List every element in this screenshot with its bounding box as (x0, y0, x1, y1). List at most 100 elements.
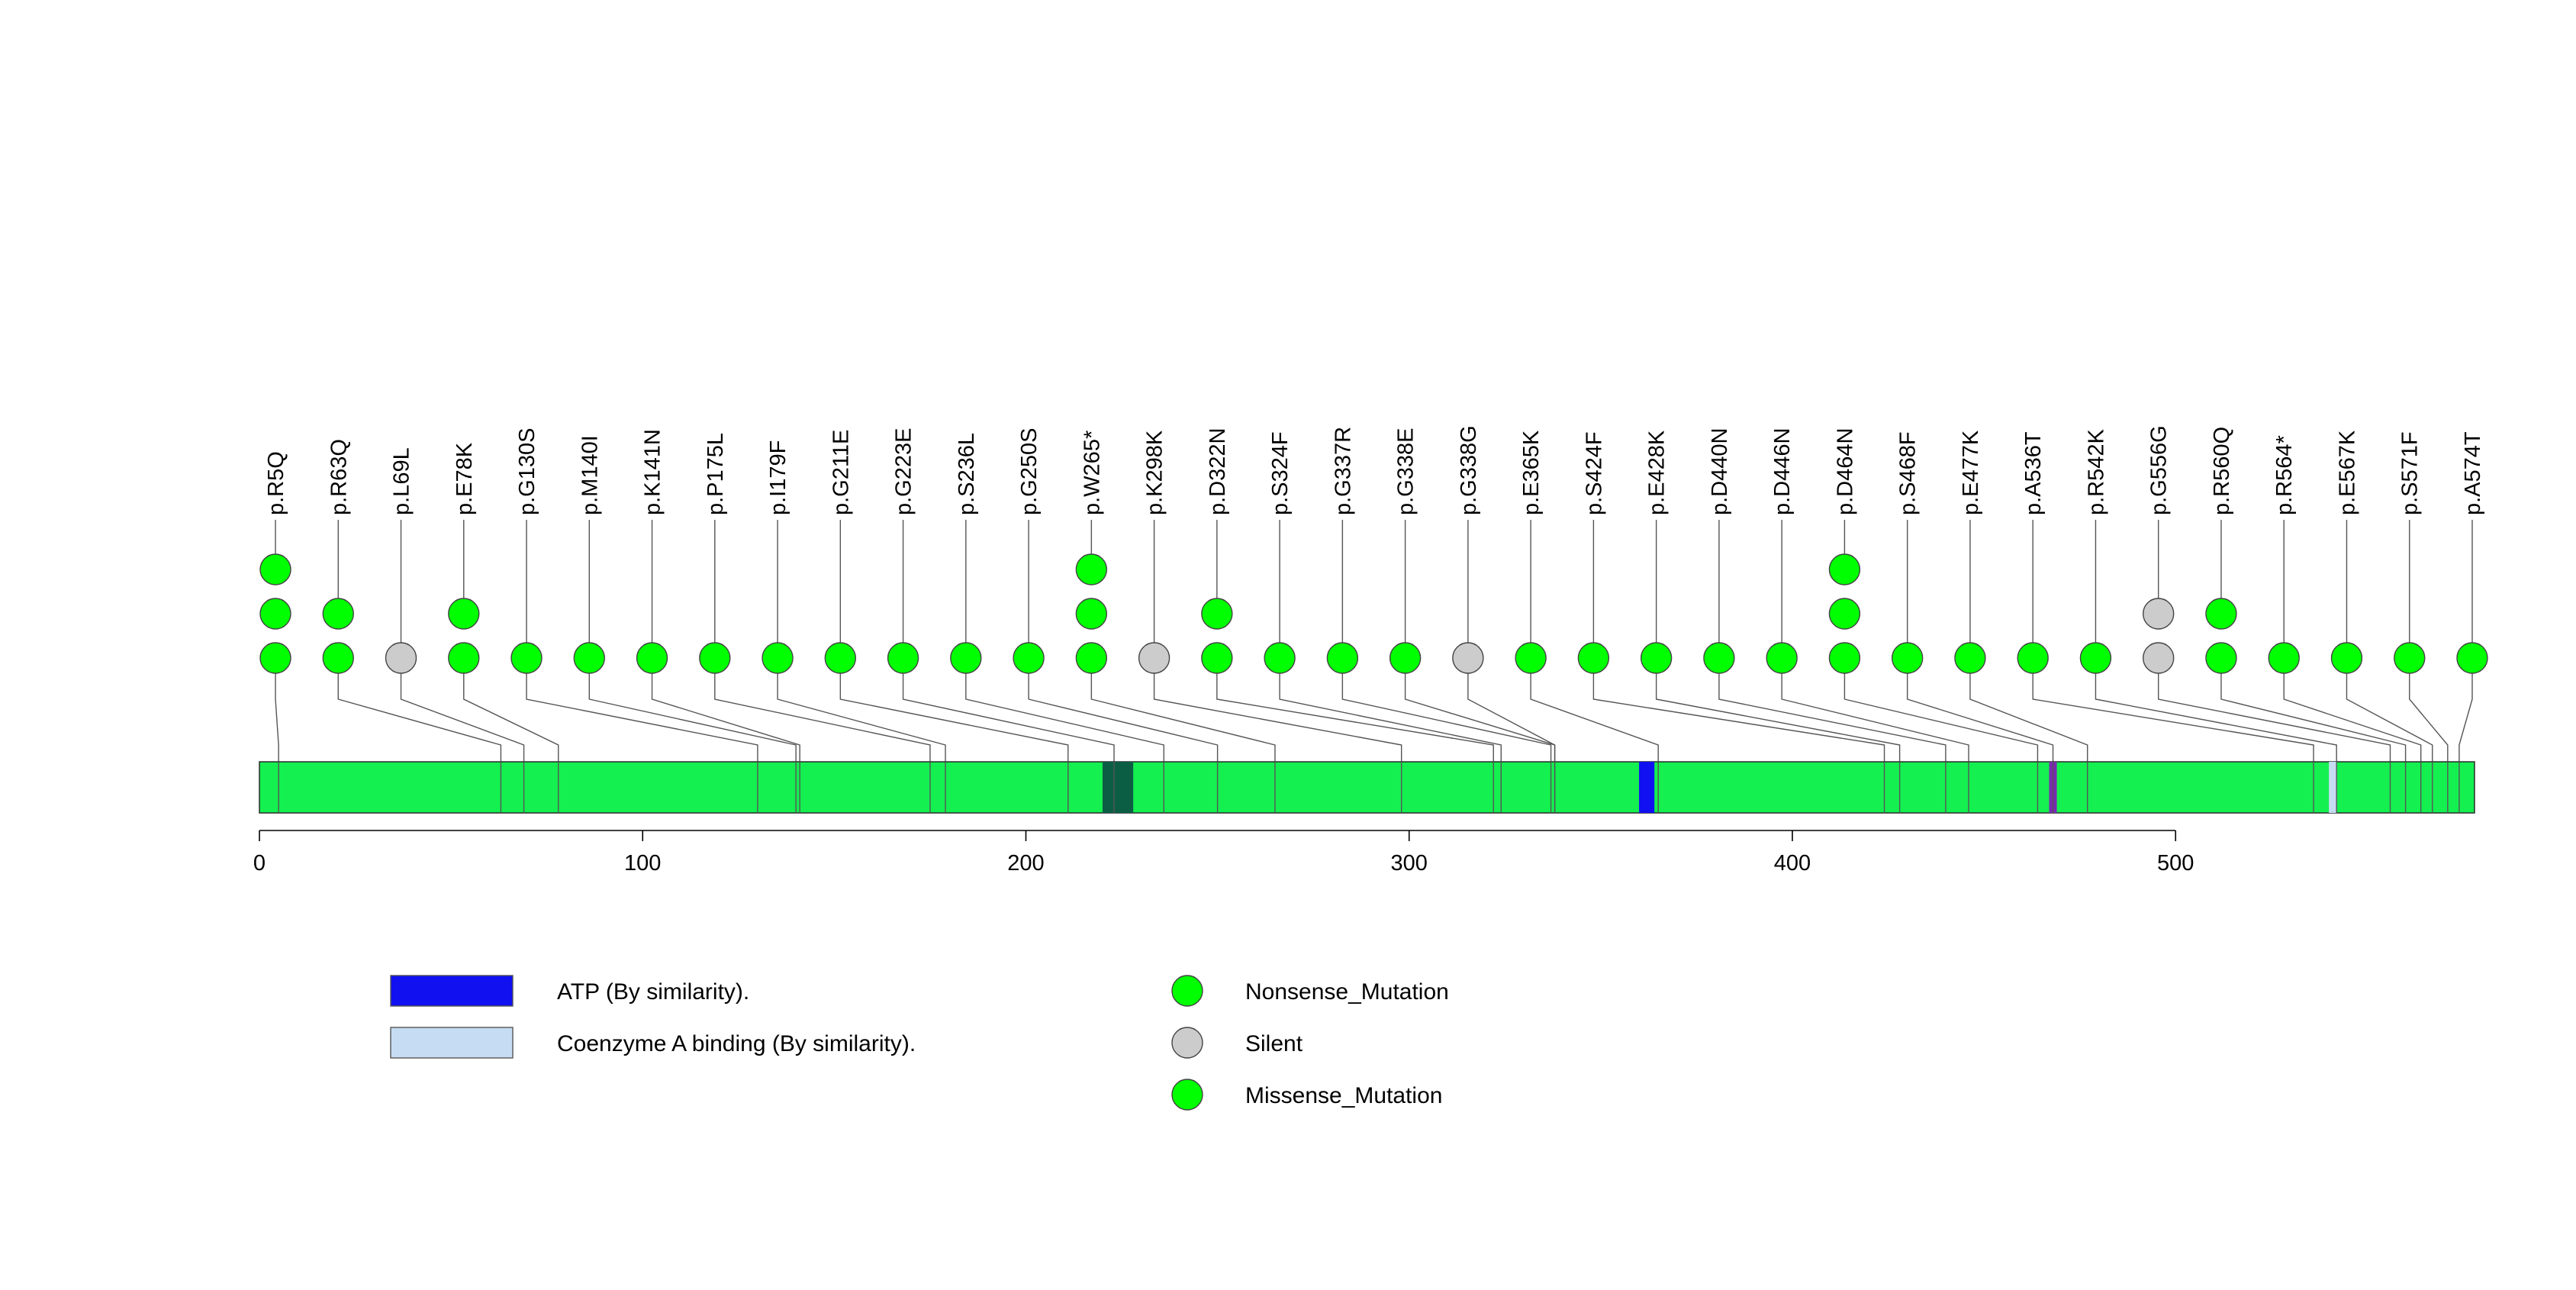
mutation-label: p.G338E (1394, 428, 1418, 515)
mutation-label: p.E365K (1519, 430, 1544, 515)
mutation-circle (824, 642, 857, 674)
mutation-circle (1075, 553, 1108, 585)
connector-line (1090, 670, 1276, 762)
mutation-circle (1515, 642, 1547, 674)
mutation-circle (1828, 642, 1861, 674)
mutation-label: p.E428K (1645, 430, 1670, 515)
mutation-circle (1264, 642, 1296, 674)
mutation-label: p.D440N (1708, 428, 1732, 515)
mutation-circle (1201, 598, 1233, 630)
mutation-circle (1013, 642, 1045, 674)
mutation-label: p.G211E (829, 430, 853, 515)
mutation-label: p.G130S (515, 428, 539, 515)
mutation-label: p.S236L (955, 433, 979, 515)
legend-label: Nonsense_Mutation (1245, 979, 1449, 1005)
mutation-label: p.E567K (2335, 430, 2359, 515)
mutation-label: p.S571F (2398, 431, 2423, 515)
legend-label: Silent (1245, 1031, 1303, 1056)
mutation-circle (2205, 598, 2237, 630)
mutation-circle (1766, 642, 1798, 674)
mutation-circle (1389, 642, 1422, 674)
region-domain_dark (1102, 762, 1134, 813)
connector-line (651, 670, 800, 762)
mutation-labels: p.R5Q p.R63Q p.L69L p.E78K p.G130S p.M140I p.K… (264, 425, 2485, 515)
mutation-circle (1075, 642, 1108, 674)
connector-line (275, 670, 279, 762)
mutation-circle (2143, 598, 2175, 630)
connector-line (1404, 670, 1556, 762)
mutation-circle (1891, 642, 1924, 674)
mutation-label: p.D322N (1206, 428, 1230, 515)
connector-line (714, 670, 931, 762)
mutation-circle (2079, 642, 2112, 674)
mutation-circle (1703, 642, 1735, 674)
connector-line (526, 670, 758, 762)
mutation-circle (1075, 598, 1108, 630)
connector-line (1279, 670, 1502, 762)
legend-marker-Nonsense_Mutation (1171, 975, 1203, 1007)
mutation-label: p.R63Q (327, 439, 351, 515)
mutation-circle (636, 642, 668, 674)
mutation-label: p.G337R (1331, 427, 1355, 515)
mutation-circle (887, 642, 919, 674)
mutation-circle (2205, 642, 2237, 674)
mutation-label: p.S424F (1582, 431, 1606, 515)
connector-line (1906, 670, 2054, 762)
mutation-label: p.R542K (2084, 428, 2108, 515)
connector-line (2346, 670, 2433, 762)
connector-line (1028, 670, 1219, 762)
mutation-circle (762, 642, 794, 674)
mutation-circle (259, 553, 291, 585)
mutation-circle (1201, 642, 1233, 674)
connector-line (2283, 670, 2422, 762)
mutation-label: p.G556G (2147, 425, 2172, 515)
connector-line (1592, 670, 1885, 762)
mutation-circle (259, 642, 291, 674)
mutation-circle (2330, 642, 2363, 674)
mutation-label: p.M140I (578, 435, 602, 515)
axis-tick-label: 100 (624, 851, 661, 876)
legend-label: ATP (By similarity). (557, 979, 749, 1005)
mutation-circle (1828, 553, 1861, 585)
connector-line (1530, 670, 1659, 762)
connector-line (1655, 670, 1901, 762)
legend-label: Coenzyme A binding (By similarity). (557, 1031, 916, 1056)
x-axis: 0 100 200 300 400 500 (253, 830, 2194, 876)
mutation-circle (1828, 598, 1861, 630)
connector-line (2409, 670, 2449, 762)
axis-tick-label: 500 (2157, 851, 2194, 876)
mutation-circle (1954, 642, 1986, 674)
mutation-label: p.D446N (1770, 428, 1795, 515)
mutation-label: p.I179F (766, 440, 791, 515)
mutation-label: p.S324F (1268, 431, 1293, 515)
mutation-label: p.L69L (390, 447, 414, 515)
mutation-circle (2143, 642, 2175, 674)
legend-swatch-coenzyme (390, 1027, 514, 1059)
connector-line (902, 670, 1115, 762)
connector-line (839, 670, 1069, 762)
mutation-circle (1452, 642, 1484, 674)
mutation-circle (510, 642, 543, 674)
mutation-circle (1326, 642, 1359, 674)
mutation-label: p.R564* (2272, 435, 2297, 515)
mutation-circle (322, 598, 354, 630)
legend: ATP (By similarity). Coenzyme A binding (… (390, 975, 1449, 1111)
mutation-label: p.G223E (892, 428, 916, 515)
mutation-circle (385, 642, 417, 674)
region-coenzyme (2329, 762, 2337, 813)
mutation-circle (2394, 642, 2426, 674)
connector-line (1467, 670, 1556, 762)
connector-line (965, 670, 1165, 762)
mutation-label: p.K298K (1143, 430, 1167, 515)
connector-line (777, 670, 946, 762)
mutation-circle (1138, 642, 1170, 674)
axis-tick-label: 0 (253, 851, 266, 876)
connector-lines (275, 520, 2473, 762)
region-ATP (1639, 762, 1655, 813)
mutation-circle (1577, 642, 1610, 674)
mutation-label: p.G250S (1017, 428, 1042, 515)
connector-line (2220, 670, 2407, 762)
legend-marker-Silent (1171, 1027, 1203, 1059)
axis-tick-label: 400 (1774, 851, 1811, 876)
